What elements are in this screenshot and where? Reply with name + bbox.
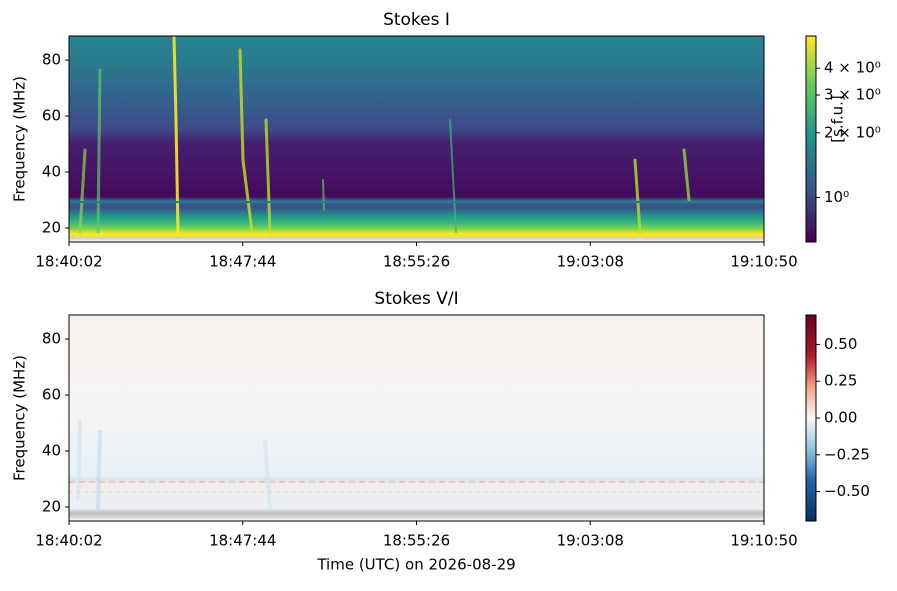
- spectrogram: [69, 36, 764, 242]
- y-axis-label: Frequency (MHz): [11, 355, 29, 481]
- colorbar-tick-label: 2 × 10⁰: [824, 123, 881, 141]
- colorbar-tick-label: 0.25: [824, 372, 857, 390]
- colorbar: [805, 314, 817, 522]
- colorbar: [805, 35, 817, 243]
- colorbar-tick-label: −0.25: [824, 445, 870, 463]
- y-tick-label: 60: [42, 386, 61, 404]
- x-tick-label: 18:47:44: [209, 532, 276, 550]
- colorbar-tick-label: 4 × 10⁰: [824, 59, 881, 77]
- y-tick-label: 40: [42, 442, 61, 460]
- y-tick-label: 20: [42, 498, 61, 516]
- y-axis-label: Frequency (MHz): [11, 76, 29, 202]
- x-tick-label: 18:47:44: [209, 253, 276, 271]
- y-tick-label: 20: [42, 219, 61, 237]
- y-tick-label: 60: [42, 107, 61, 125]
- x-tick-label: 18:40:02: [35, 253, 102, 271]
- bursts: [69, 36, 764, 234]
- x-tick-label: 19:03:08: [557, 253, 624, 271]
- colorbar-tick-label: 0.50: [824, 335, 857, 353]
- y-tick-label: 40: [42, 163, 61, 181]
- chart-title: Stokes I: [383, 10, 450, 30]
- x-tick-label: 19:03:08: [557, 532, 624, 550]
- x-tick-label: 19:10:50: [730, 253, 797, 271]
- stokes-i-panel: [69, 36, 764, 242]
- colorbar-label: [s.f.u.]: [829, 95, 847, 143]
- y-tick-label: 80: [42, 330, 61, 348]
- spectrogram: [69, 315, 764, 521]
- bursts: [69, 419, 764, 511]
- y-tick-label: 80: [42, 51, 61, 69]
- chart-title: Stokes V/I: [374, 289, 458, 309]
- colorbar-tick-label: 3 × 10⁰: [824, 86, 881, 104]
- x-tick-label: 18:55:26: [383, 253, 450, 271]
- colorbar-tick-label: −0.50: [824, 482, 870, 500]
- colorbar-tick-label: 10⁰: [824, 188, 849, 206]
- x-axis-label: Time (UTC) on 2026-08-29: [316, 556, 515, 574]
- stokes-v-panel: [69, 315, 764, 521]
- x-tick-label: 18:40:02: [35, 532, 102, 550]
- colorbar-tick-label: 0.00: [824, 409, 857, 427]
- x-tick-label: 19:10:50: [730, 532, 797, 550]
- x-tick-label: 18:55:26: [383, 532, 450, 550]
